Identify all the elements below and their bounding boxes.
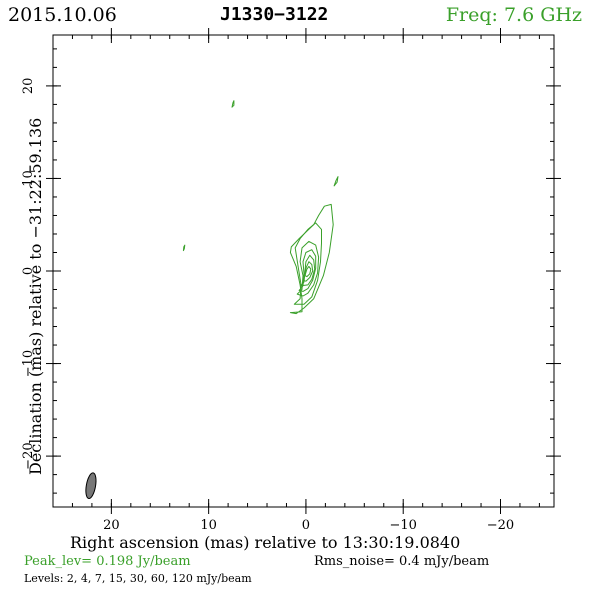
y-tick-label: 10 [21, 170, 36, 187]
contour-line [304, 265, 312, 278]
x-axis-label: Right ascension (mas) relative to 13:30:… [70, 533, 461, 552]
beam-ellipse [85, 472, 97, 500]
contour-line [289, 203, 334, 315]
y-tick-label: −20 [21, 442, 36, 469]
x-tick-label: 0 [302, 518, 310, 533]
x-tick-label: 10 [200, 518, 217, 533]
contour-line [298, 249, 317, 292]
y-tick-label: 0 [21, 267, 36, 275]
contour-line [231, 100, 235, 108]
y-tick-label: 20 [21, 78, 36, 95]
observation-date: 2015.10.06 [8, 4, 117, 26]
contour-line [293, 222, 322, 305]
contour-line [182, 244, 186, 252]
x-tick-label: 20 [103, 518, 120, 533]
contour-line [296, 240, 320, 297]
x-tick-label: −10 [389, 518, 416, 533]
frequency-label: Freq: 7.6 GHz [445, 4, 582, 26]
peak-level: Peak_lev= 0.198 Jy/beam [24, 554, 191, 569]
y-axis-label: Declination (mas) relative to −31:22:59.… [26, 117, 45, 475]
source-name: J1330−3122 [220, 4, 329, 25]
rms-noise: Rms_noise= 0.4 mJy/beam [314, 554, 490, 569]
x-tick-label: −20 [487, 518, 514, 533]
contour-levels: Levels: 2, 4, 7, 15, 30, 60, 120 mJy/bea… [24, 572, 252, 585]
y-tick-label: −10 [21, 350, 36, 377]
contour-line [333, 176, 339, 187]
